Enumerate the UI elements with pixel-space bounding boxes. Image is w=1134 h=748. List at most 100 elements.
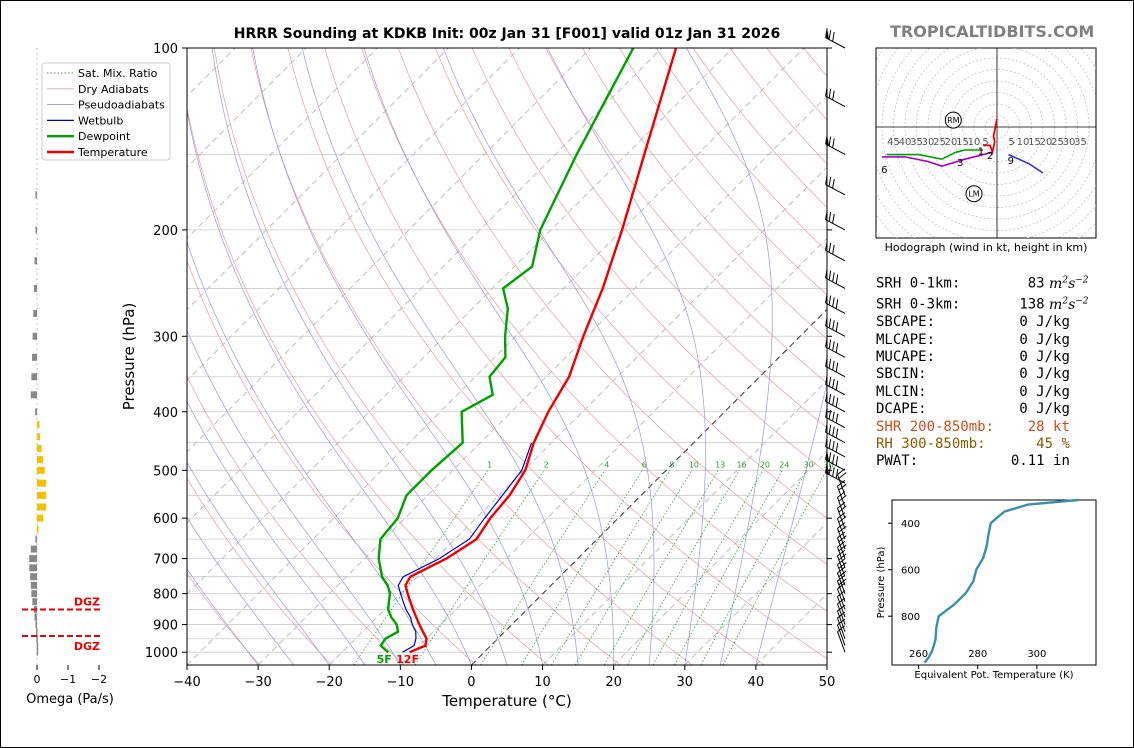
x-tick-label: 0 (467, 675, 475, 690)
omega-bar (35, 226, 37, 234)
omega-bar (33, 284, 37, 292)
stats-panel: SRH 0-1km: 83 m2s−2 SRH 0-3km: 138 m2s−2 S… (876, 272, 1089, 471)
barb-flag (832, 454, 835, 464)
pseudoadiabat (187, 568, 259, 665)
omega-bar (34, 257, 37, 265)
pseudoadiabat (187, 108, 472, 665)
hodograph-ring-label: 5 (1008, 137, 1014, 148)
barb-shaft (825, 365, 846, 378)
barb-flag (838, 535, 847, 543)
barb-flag (828, 318, 832, 328)
wind-barb (837, 522, 847, 550)
mixing-ratio-line (674, 470, 783, 665)
barb-flag (835, 380, 839, 391)
barb-flag (825, 241, 828, 251)
stat-value: 0.11 in (1010, 453, 1070, 470)
stat-label: PWAT: (876, 453, 919, 470)
stat-pad (927, 401, 1020, 417)
hodograph-segment-3-6km (941, 149, 984, 160)
barb-shaft (837, 518, 846, 540)
stat-pad (927, 366, 1020, 382)
y-tick-label: 300 (153, 330, 178, 345)
barb-flag (838, 570, 847, 578)
hodograph-ring-label: 25 (1051, 137, 1064, 148)
wind-barb (825, 86, 846, 107)
hodograph-ring-label: 30 (1063, 137, 1076, 148)
stat-label: DCAPE: (876, 401, 927, 418)
theta-e-y-tick-label: 600 (901, 566, 920, 577)
barb-flag (832, 178, 835, 189)
omega-axis-label: Omega (Pa/s) (26, 692, 114, 707)
mixing-ratio-label: 13 (715, 460, 725, 469)
mixing-ratio-line (480, 470, 606, 665)
omega-bar (37, 466, 45, 474)
barb-flag (835, 397, 839, 408)
barb-flag (825, 422, 828, 433)
stat-pad (994, 419, 1028, 435)
barb-flag (828, 242, 832, 253)
barb-flag (825, 268, 828, 279)
y-tick-label: 100 (153, 42, 178, 57)
dry-adiabat (187, 259, 477, 665)
barb-shaft (825, 400, 846, 413)
mixing-ratio-label: 2 (544, 460, 549, 469)
stat-unit: m2s−2 (1044, 296, 1089, 313)
barb-flag (825, 316, 828, 327)
barb-flag (837, 531, 846, 539)
wind-barb (837, 491, 847, 519)
stat-value: 45 % (1036, 435, 1070, 452)
omega-bar (32, 598, 37, 606)
theta-e-x-tick-label: 260 (909, 649, 928, 660)
hodograph-height-label: 6 (881, 165, 887, 176)
barb-flag (835, 428, 839, 439)
isotherm (257, 95, 827, 665)
omega-bar (37, 479, 47, 487)
stat-label: SRH 0-3km: (876, 296, 961, 313)
barb-pennant (825, 463, 830, 475)
wind-barb (837, 512, 847, 540)
dry-adiabat (287, 48, 765, 665)
omega-bar (30, 545, 37, 553)
omega-bar (29, 555, 37, 563)
theta-e-x-tick-label: 280 (968, 649, 987, 660)
surface-temperature-label: 12F (396, 653, 419, 666)
barb-flag (832, 297, 835, 307)
theta-e-y-tick-label: 400 (901, 519, 920, 530)
wind-barb (825, 391, 846, 413)
skewt-plot: 1 2 4 6 8 10 13 16 20 24 30 36−40 −30 −20 −10 0 10 20 30 40… (41, 42, 835, 710)
barb-shaft (825, 431, 846, 444)
omega-bar (35, 535, 37, 543)
barb-flag (835, 468, 839, 479)
barb-flag (828, 409, 832, 420)
stat-value: 0 J/kg (1019, 331, 1070, 348)
theta-e-x-tick-label: 300 (1027, 649, 1046, 660)
legend-label: Wetbulb (78, 114, 123, 127)
barb-shaft (837, 624, 846, 646)
storm-motion-label: LM (968, 190, 979, 199)
barb-flag (832, 90, 835, 101)
barb-flag (837, 574, 846, 582)
barb-flag (832, 378, 835, 389)
wind-barb (825, 28, 846, 49)
dry-adiabat (361, 48, 827, 612)
barb-flag (835, 442, 839, 453)
omega-bar (37, 503, 47, 511)
x-tick-label: −20 (316, 675, 343, 690)
omega-tick-label: −1 (60, 673, 76, 686)
barb-flag (828, 211, 832, 222)
pseudoadiabat (363, 48, 615, 665)
stat-pad (960, 276, 1027, 292)
barb-flag (837, 597, 846, 605)
barb-shaft (837, 603, 846, 625)
barb-flag (838, 505, 847, 513)
brand-watermark: TROPICALTIDBITS.COM (890, 22, 1095, 41)
mixing-ratio-label: 20 (760, 460, 770, 469)
legend-label: Temperature (77, 146, 148, 159)
omega-bar (32, 332, 37, 340)
dewpoint-line (377, 48, 635, 654)
barb-flag (837, 522, 846, 529)
barb-flag (837, 558, 846, 566)
barb-flag (828, 270, 832, 281)
hodograph-ring-label: 20 (1040, 137, 1053, 148)
hodograph-segment-upper (1008, 153, 1044, 174)
